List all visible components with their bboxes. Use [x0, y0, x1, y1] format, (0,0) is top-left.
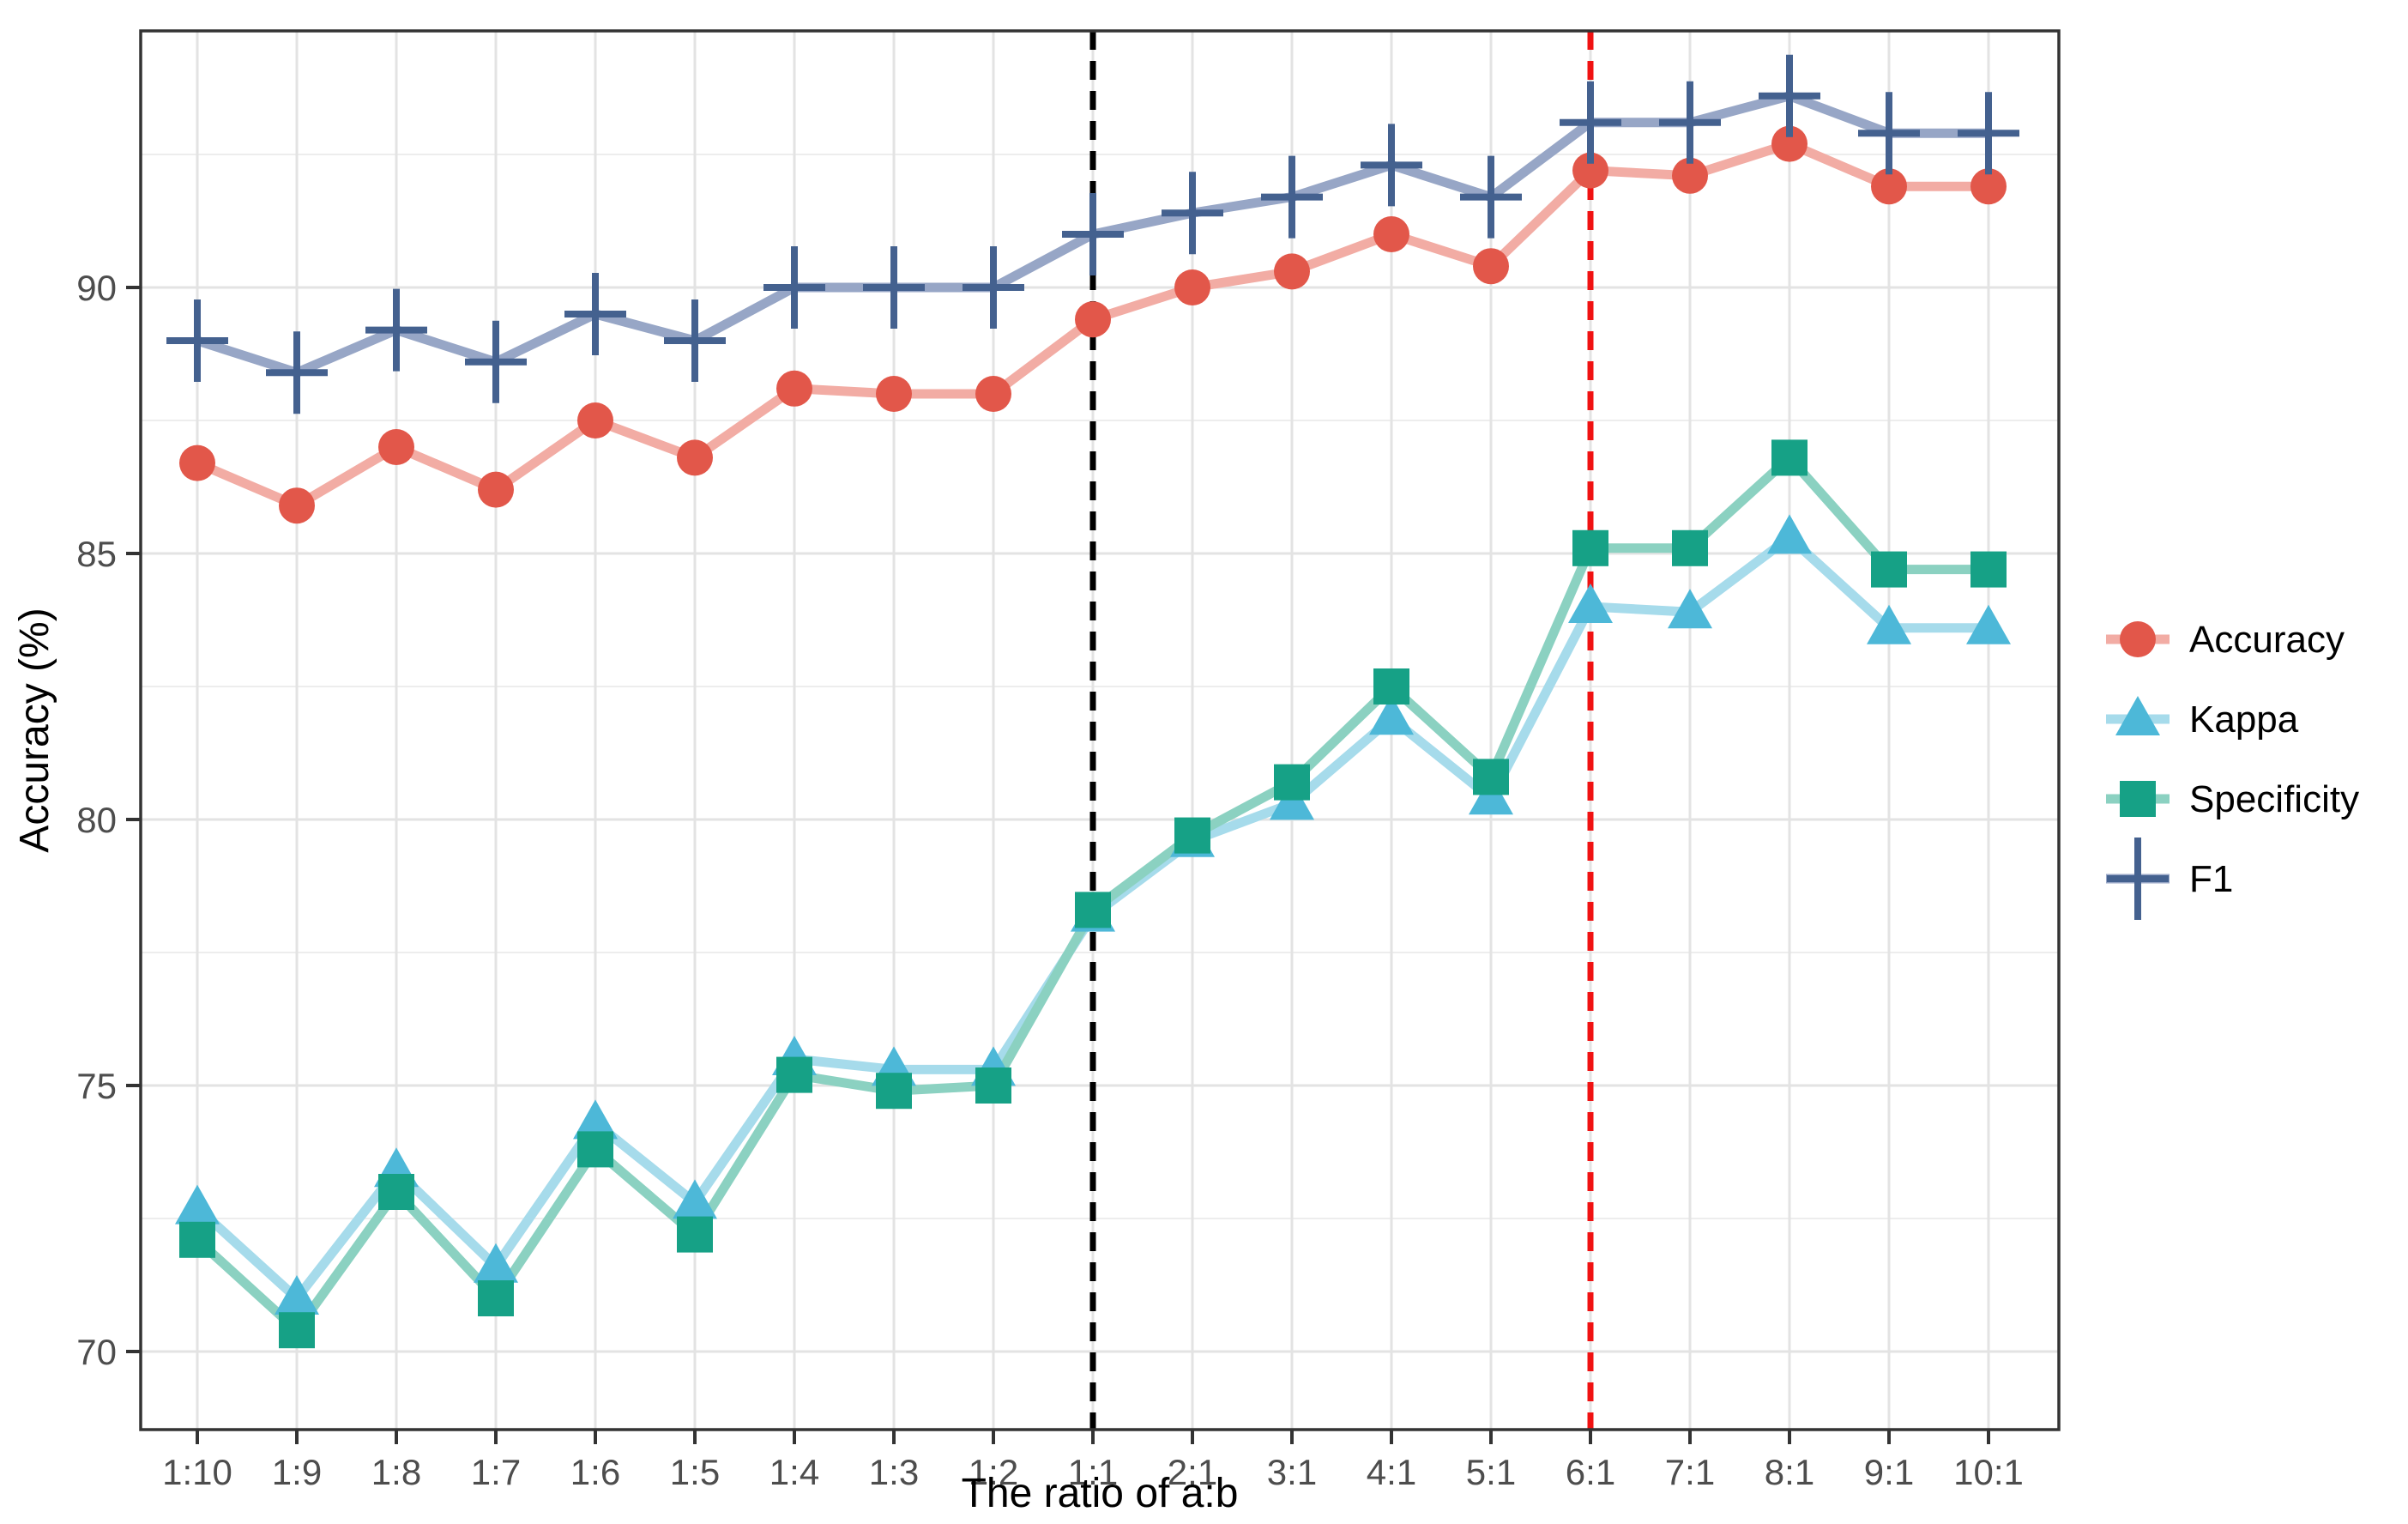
- specificity-legend-icon: [2120, 781, 2156, 817]
- x-tick-label: 1:4: [769, 1452, 819, 1492]
- kappa-marker-1-10: [175, 1184, 220, 1225]
- x-tick-label: 1:6: [570, 1452, 620, 1492]
- kappa-legend-icon: [2115, 696, 2160, 735]
- specificity-marker-9-1: [1871, 551, 1907, 588]
- x-tick-label: 1:7: [471, 1452, 521, 1492]
- specificity-marker-1-5: [677, 1216, 713, 1253]
- legend-label: Accuracy: [2189, 619, 2345, 661]
- kappa-marker-4-1: [1369, 695, 1414, 735]
- accuracy-marker-6-1: [1572, 152, 1608, 189]
- y-tick-label: 75: [76, 1066, 117, 1106]
- accuracy-marker-5-1: [1473, 248, 1509, 285]
- specificity-marker-1-4: [776, 1056, 812, 1093]
- specificity-marker-5-1: [1473, 759, 1509, 795]
- accuracy-marker-1-7: [478, 471, 514, 508]
- accuracy-marker-1-2: [975, 376, 1011, 412]
- accuracy-marker-1-10: [179, 444, 215, 481]
- x-tick-label: 7:1: [1665, 1452, 1715, 1492]
- specificity-marker-4-1: [1373, 668, 1409, 705]
- panel-border-rect: [139, 29, 2061, 1431]
- axis-ticks: [126, 286, 1990, 1444]
- specificity-marker-6-1: [1572, 529, 1608, 566]
- markers-specificity: [179, 439, 2007, 1349]
- x-tick-label: 5:1: [1466, 1452, 1516, 1492]
- panel-border: [139, 29, 2061, 1431]
- x-tick-label: 8:1: [1765, 1452, 1814, 1492]
- x-tick-label: 4:1: [1367, 1452, 1416, 1492]
- legend-label: Specificity: [2189, 778, 2359, 820]
- x-tick-label: 1:3: [869, 1452, 919, 1492]
- accuracy-marker-4-1: [1373, 216, 1409, 252]
- accuracy-marker-2-1: [1174, 269, 1210, 305]
- x-tick-label: 10:1: [1953, 1452, 2024, 1492]
- y-axis-title: Accuracy (%): [12, 608, 57, 852]
- accuracy-marker-9-1: [1871, 168, 1907, 205]
- reference-lines: [1089, 31, 1594, 1430]
- x-tick-label: 1:8: [371, 1452, 421, 1492]
- legend-label: F1: [2189, 858, 2233, 900]
- specificity-marker-1-7: [478, 1280, 514, 1316]
- x-tick-label: 1:5: [670, 1452, 720, 1492]
- x-tick-label: 1:2: [969, 1452, 1018, 1492]
- accuracy-legend-icon: [2120, 621, 2156, 657]
- accuracy-marker-7-1: [1672, 157, 1708, 194]
- x-tick-label: 9:1: [1864, 1452, 1914, 1492]
- accuracy-marker-1-9: [279, 487, 315, 524]
- kappa-marker-8-1: [1767, 514, 1812, 554]
- kappa-marker-1-5: [673, 1179, 717, 1219]
- kappa-marker-1-9: [275, 1275, 319, 1315]
- kappa-marker-9-1: [1867, 604, 1911, 644]
- accuracy-marker-1-3: [876, 376, 912, 412]
- x-axis-title: The ratio of a:b: [962, 1471, 1239, 1516]
- y-tick-label: 80: [76, 800, 117, 840]
- accuracy-marker-8-1: [1771, 125, 1808, 162]
- specificity-marker-3-1: [1274, 764, 1310, 801]
- markers-f1: [166, 54, 2019, 414]
- x-tick-label: 1:1: [1068, 1452, 1118, 1492]
- x-tick-label: 2:1: [1168, 1452, 1217, 1492]
- axis-tick-labels: 70 75 80 85 90 1:10 1:9 1:8 1:7 1:6 1:5 1:4 1:3 1:2 1:…: [76, 268, 2024, 1492]
- kappa-marker-7-1: [1668, 589, 1712, 629]
- x-tick-label: 1:10: [162, 1452, 232, 1492]
- series-markers: [166, 54, 2019, 1349]
- y-tick-label: 85: [76, 534, 117, 574]
- specificity-marker-1-8: [378, 1174, 414, 1210]
- accuracy-marker-1-6: [577, 402, 613, 438]
- x-tick-label: 3:1: [1267, 1452, 1317, 1492]
- specificity-marker-1-9: [279, 1312, 315, 1349]
- legend-item-accuracy: Accuracy: [2106, 619, 2345, 661]
- kappa-marker-10-1: [1966, 604, 2011, 644]
- kappa-marker-1-7: [474, 1243, 518, 1283]
- specificity-marker-8-1: [1771, 439, 1808, 476]
- accuracy-marker-1-1: [1075, 301, 1111, 338]
- specificity-marker-1-6: [577, 1131, 613, 1168]
- y-tick-label: 70: [76, 1332, 117, 1372]
- kappa-marker-1-6: [573, 1099, 618, 1140]
- specificity-marker-1-10: [179, 1221, 215, 1258]
- specificity-marker-1-2: [975, 1067, 1011, 1104]
- specificity-marker-7-1: [1672, 529, 1708, 566]
- x-tick-label: 6:1: [1566, 1452, 1615, 1492]
- legend-item-f1: F1: [2106, 838, 2233, 920]
- y-tick-label: 90: [76, 268, 117, 308]
- markers-accuracy: [179, 125, 2007, 524]
- legend-item-kappa: Kappa: [2106, 696, 2299, 741]
- accuracy-marker-1-8: [378, 429, 414, 465]
- specificity-marker-1-1: [1075, 892, 1111, 928]
- accuracy-marker-3-1: [1274, 253, 1310, 290]
- specificity-marker-10-1: [1970, 551, 2007, 588]
- kappa-marker-6-1: [1568, 584, 1613, 623]
- legend: Accuracy Kappa Specificity F1: [2106, 619, 2359, 920]
- accuracy-marker-1-5: [677, 439, 713, 476]
- legend-item-specificity: Specificity: [2106, 778, 2359, 820]
- specificity-marker-1-3: [876, 1073, 912, 1110]
- specificity-marker-2-1: [1174, 817, 1210, 854]
- legend-label: Kappa: [2189, 698, 2299, 741]
- accuracy-marker-1-4: [776, 370, 812, 407]
- accuracy-marker-10-1: [1970, 168, 2007, 205]
- x-tick-label: 1:9: [272, 1452, 322, 1492]
